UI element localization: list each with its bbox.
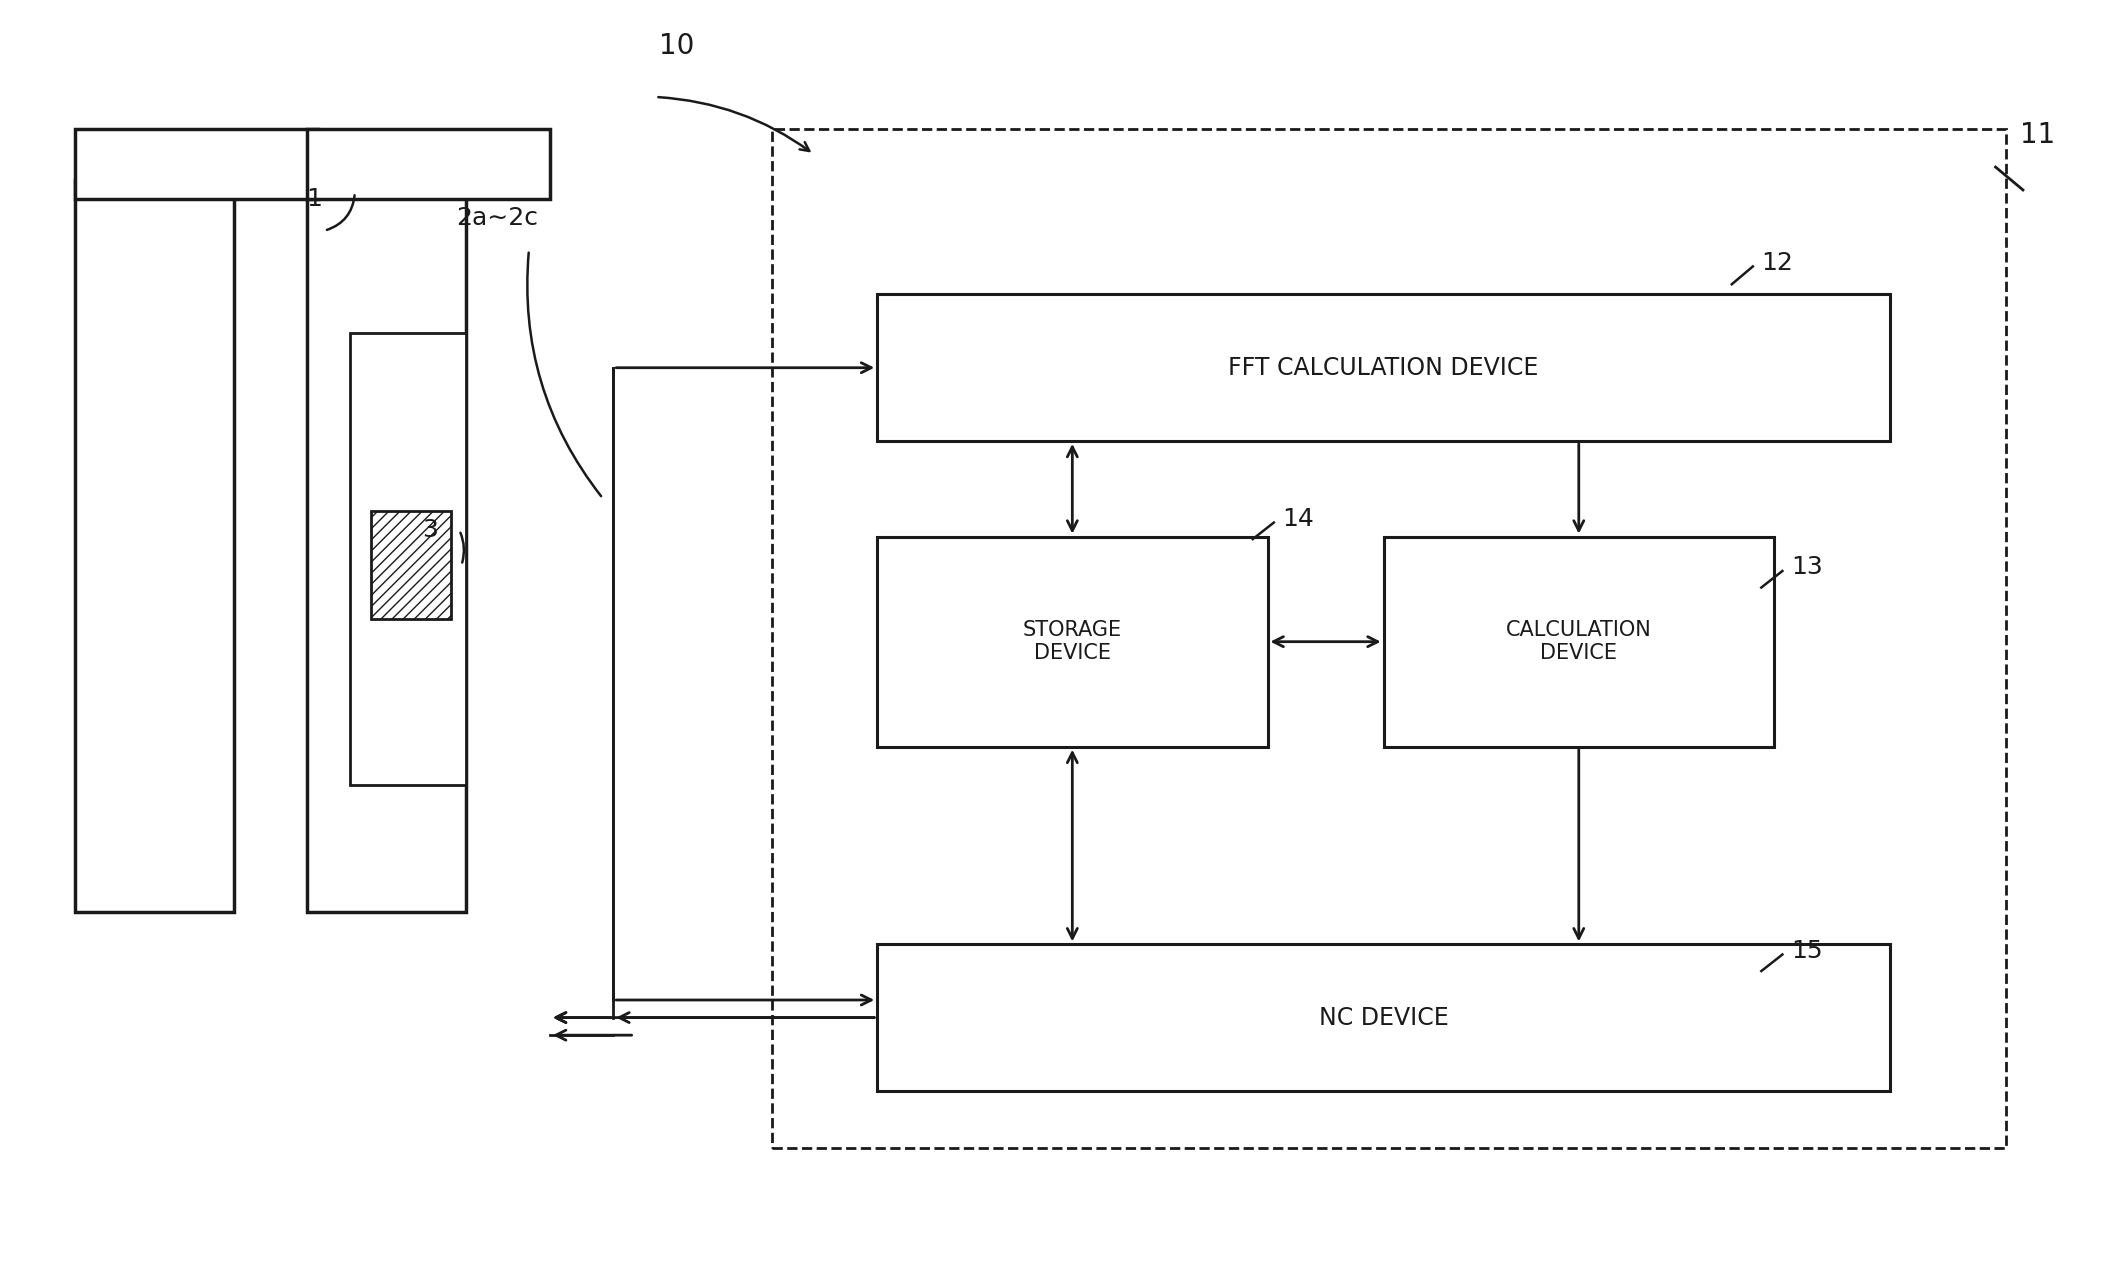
Bar: [306, 129, 549, 199]
Text: 1: 1: [306, 186, 321, 211]
Text: 3: 3: [423, 518, 437, 543]
Bar: [877, 295, 1889, 441]
Bar: [877, 944, 1889, 1091]
Bar: [771, 129, 2005, 1148]
Text: CALCULATION
DEVICE: CALCULATION DEVICE: [1507, 621, 1652, 663]
Text: 11: 11: [2020, 121, 2056, 149]
Text: 13: 13: [1792, 555, 1824, 580]
Text: 2a∼2c: 2a∼2c: [456, 206, 539, 230]
Text: 10: 10: [659, 32, 695, 60]
Bar: [877, 536, 1268, 747]
Bar: [306, 180, 465, 913]
Text: 14: 14: [1283, 507, 1314, 531]
Text: NC DEVICE: NC DEVICE: [1319, 1005, 1447, 1029]
Bar: [370, 511, 450, 619]
Text: 12: 12: [1762, 250, 1794, 275]
Text: 15: 15: [1792, 939, 1824, 963]
Bar: [76, 180, 235, 913]
Bar: [1384, 536, 1775, 747]
Text: FFT CALCULATION DEVICE: FFT CALCULATION DEVICE: [1228, 356, 1538, 379]
Text: STORAGE
DEVICE: STORAGE DEVICE: [1023, 621, 1122, 663]
Bar: [349, 333, 465, 785]
Bar: [76, 129, 317, 199]
